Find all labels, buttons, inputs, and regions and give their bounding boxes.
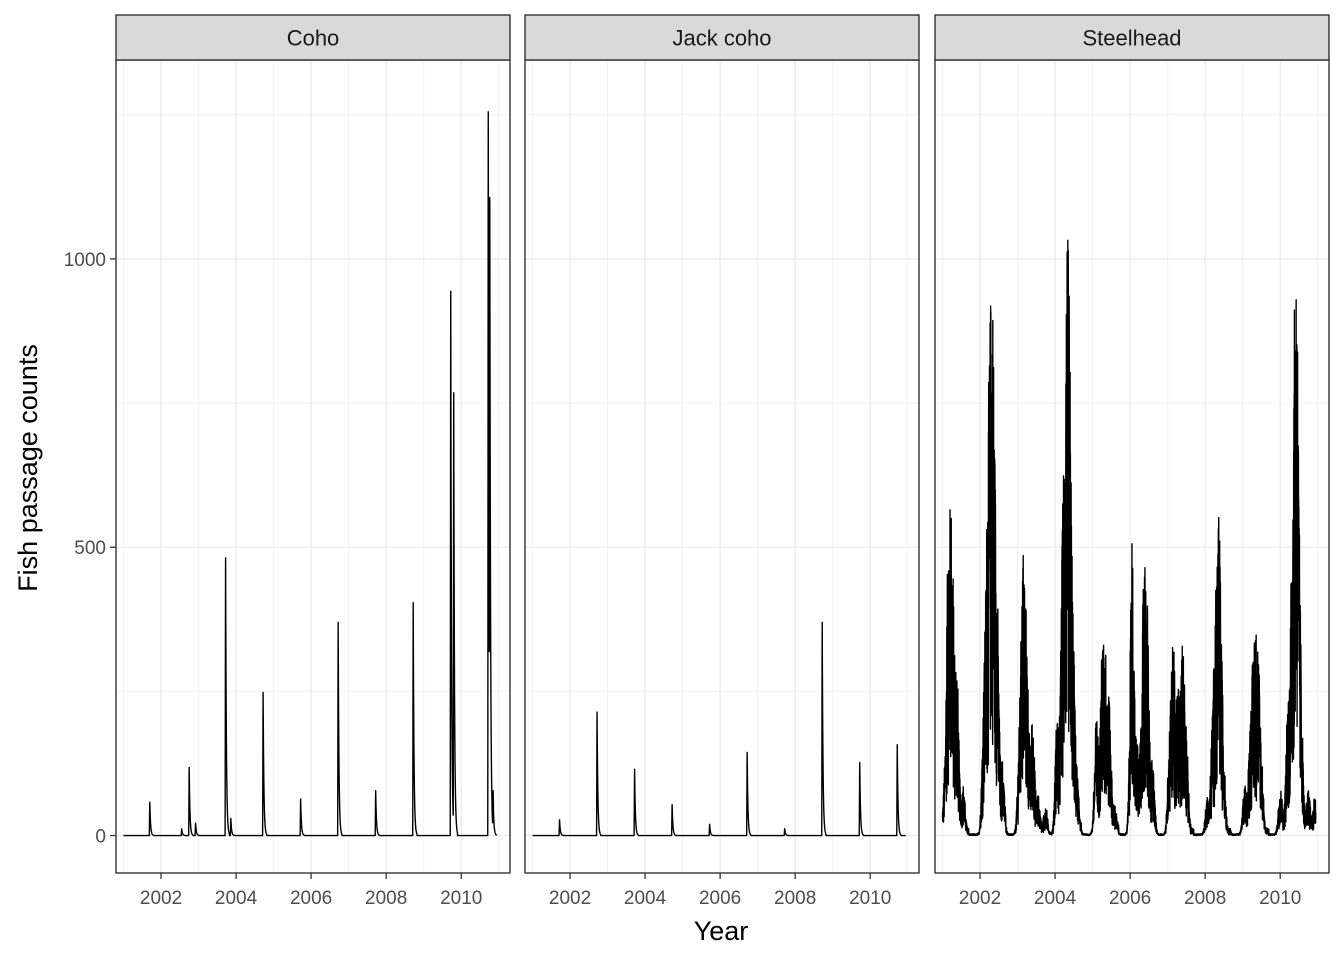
x-tick-label: 2004 <box>624 888 667 909</box>
y-axis: 0 500 1000 <box>64 250 116 848</box>
facet-strip <box>934 14 1330 61</box>
x-axis: 2002 2004 2006 2008 2010 2002 2004 2006 2008 2010… <box>140 873 1301 909</box>
series-line-steelhead <box>941 239 1317 837</box>
x-tick-label: 2010 <box>849 888 891 909</box>
x-tick-label: 2008 <box>774 888 816 909</box>
x-tick-label: 2008 <box>365 888 407 909</box>
facet-strip <box>115 14 511 61</box>
series-line-coho <box>122 111 498 837</box>
facet-panel-steelhead: Steelhead <box>934 14 1330 874</box>
facet-strip-label: Jack coho <box>672 26 771 51</box>
x-tick-label: 2006 <box>1109 888 1151 909</box>
x-tick-label: 2008 <box>1184 888 1226 909</box>
x-tick-label: 2006 <box>699 888 741 909</box>
x-tick-label: 2002 <box>549 888 591 909</box>
panel-background <box>116 60 510 873</box>
panel-background <box>525 60 919 873</box>
y-tick-label: 1000 <box>64 250 106 271</box>
x-tick-label: 2004 <box>1034 888 1077 909</box>
y-axis-title: Fish passage counts <box>13 344 43 592</box>
x-tick-label: 2010 <box>440 888 482 909</box>
x-axis-title: Year <box>694 916 749 946</box>
facet-strip-label: Coho <box>287 26 340 51</box>
facet-strip <box>524 14 920 61</box>
facet-panel-coho: Coho <box>115 14 511 874</box>
x-tick-label: 2006 <box>290 888 332 909</box>
y-tick-label: 500 <box>74 538 106 559</box>
panel-grid <box>935 60 1329 873</box>
x-tick-label: 2002 <box>140 888 182 909</box>
x-tick-label: 2002 <box>959 888 1001 909</box>
x-tick-label: 2010 <box>1259 888 1301 909</box>
x-tick-label: 2004 <box>215 888 258 909</box>
facet-panel-jack-coho: Jack coho <box>524 14 920 874</box>
facet-panels: Coho Jack coho Steelhead <box>115 14 1330 874</box>
series-line-jack-coho <box>531 621 907 837</box>
facet-strip-label: Steelhead <box>1082 26 1181 51</box>
y-tick-label: 0 <box>95 827 106 848</box>
